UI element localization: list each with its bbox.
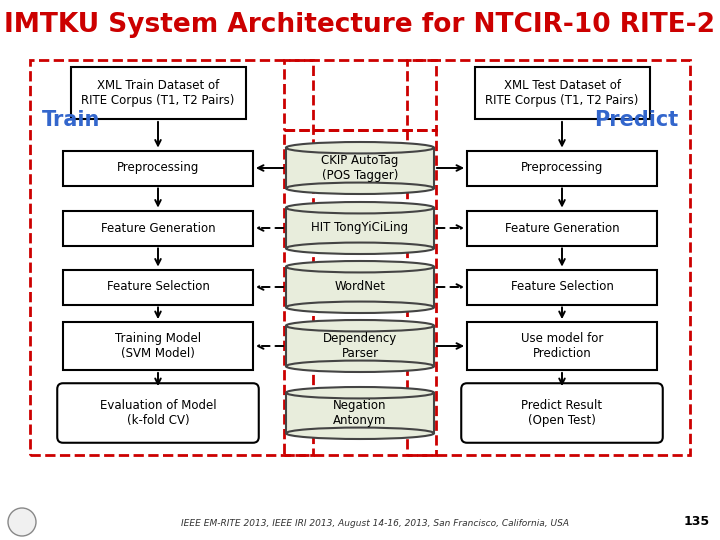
Ellipse shape [286,387,434,399]
Text: Feature Selection: Feature Selection [510,280,613,294]
Bar [284,60,436,130]
Text: IEEE EM-RITE 2013, IEEE IRI 2013, August 14-16, 2013, San Francisco, California,: IEEE EM-RITE 2013, IEEE IRI 2013, August… [181,519,569,528]
Text: Preprocessing: Preprocessing [521,161,603,174]
Bar [474,67,649,119]
Ellipse shape [286,261,434,273]
Text: Negation
Antonym: Negation Antonym [333,399,387,427]
FancyBboxPatch shape [462,383,662,443]
Ellipse shape [286,361,434,372]
Ellipse shape [286,202,434,213]
Bar [286,326,434,366]
Bar [407,60,690,455]
Bar [63,211,253,246]
Ellipse shape [286,142,434,153]
Text: Training Model
(SVM Model): Training Model (SVM Model) [115,332,201,360]
Text: Train: Train [42,110,100,130]
FancyBboxPatch shape [58,383,258,443]
Bar [467,269,657,305]
Text: CKIP AutoTag
(POS Tagger): CKIP AutoTag (POS Tagger) [321,154,399,182]
Bar [63,322,253,370]
Bar [286,208,434,248]
Text: XML Train Dataset of
RITE Corpus (T1, T2 Pairs): XML Train Dataset of RITE Corpus (T1, T2… [81,79,235,107]
Text: Feature Generation: Feature Generation [505,221,619,234]
Bar [286,393,434,433]
Text: IMTKU System Architecture for NTCIR-10 RITE-2: IMTKU System Architecture for NTCIR-10 R… [4,12,716,38]
Bar [30,60,313,455]
Ellipse shape [286,428,434,439]
Ellipse shape [286,183,434,194]
Bar [284,130,436,455]
Bar [63,269,253,305]
Bar [467,151,657,186]
Text: Feature Generation: Feature Generation [101,221,215,234]
Text: WordNet: WordNet [335,280,385,294]
Text: HIT TongYiCiLing: HIT TongYiCiLing [312,221,408,234]
Text: Evaluation of Model
(k-fold CV): Evaluation of Model (k-fold CV) [99,399,216,427]
Text: 135: 135 [684,515,710,528]
Bar [286,148,434,188]
Text: Use model for
Prediction: Use model for Prediction [521,332,603,360]
Text: Dependency
Parser: Dependency Parser [323,332,397,360]
Circle shape [8,508,36,536]
Ellipse shape [286,242,434,254]
Text: Predict Result
(Open Test): Predict Result (Open Test) [521,399,603,427]
Bar [63,151,253,186]
Bar [286,267,434,307]
Bar [467,211,657,246]
Text: Feature Selection: Feature Selection [107,280,210,294]
Bar [71,67,246,119]
Ellipse shape [286,320,434,332]
Text: Preprocessing: Preprocessing [117,161,199,174]
Ellipse shape [286,301,434,313]
Bar [467,322,657,370]
Text: Predict: Predict [594,110,678,130]
Text: XML Test Dataset of
RITE Corpus (T1, T2 Pairs): XML Test Dataset of RITE Corpus (T1, T2 … [485,79,639,107]
